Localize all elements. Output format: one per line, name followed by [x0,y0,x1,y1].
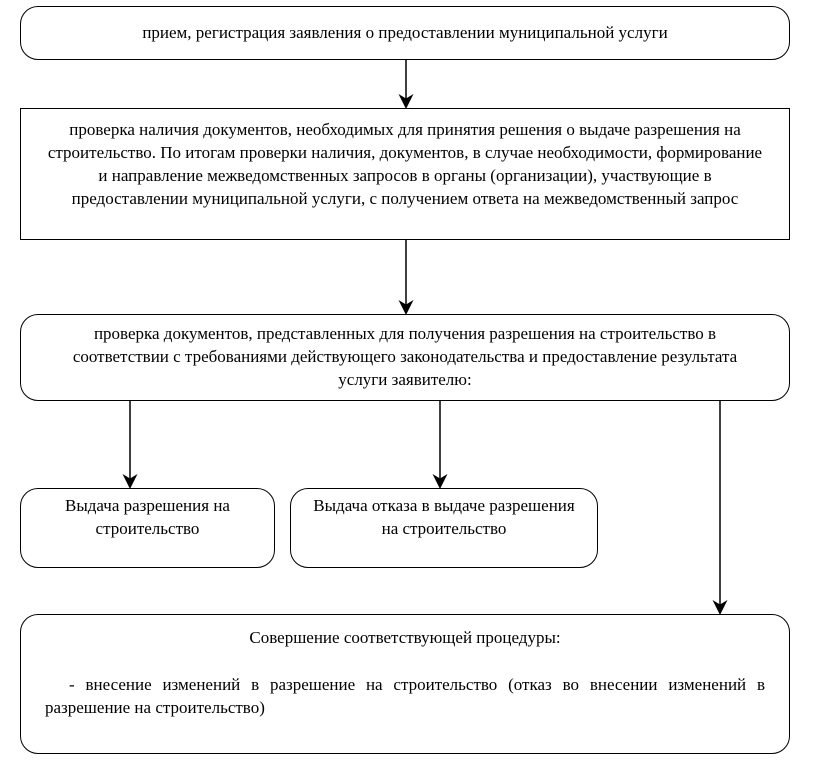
node-step-2-text: проверка наличия документов, необходимых… [48,120,762,208]
node-procedure-title: Совершение соответствующей процедуры: [45,627,765,650]
node-step-2: проверка наличия документов, необходимых… [20,108,790,240]
node-procedure-bullet: - внесение изменений в разрешение на стр… [45,674,765,720]
node-outcome-issue-text: Выдача разрешения на строительство [65,496,255,538]
node-outcome-refuse-text: Выдача отказа в выдаче разрешения на стр… [313,496,574,538]
node-step-3: проверка документов, представленных для … [20,314,790,401]
node-outcome-issue: Выдача разрешения на строительство [20,488,275,568]
node-outcome-refuse: Выдача отказа в выдаче разрешения на стр… [290,488,598,568]
node-procedure: Совершение соответствующей процедуры: - … [20,614,790,754]
node-step-1-text: прием, регистрация заявления о предостав… [142,22,667,45]
node-step-3-text: проверка документов, представленных для … [73,324,737,389]
flowchart-container: прием, регистрация заявления о предостав… [0,0,820,784]
node-step-1: прием, регистрация заявления о предостав… [20,6,790,60]
